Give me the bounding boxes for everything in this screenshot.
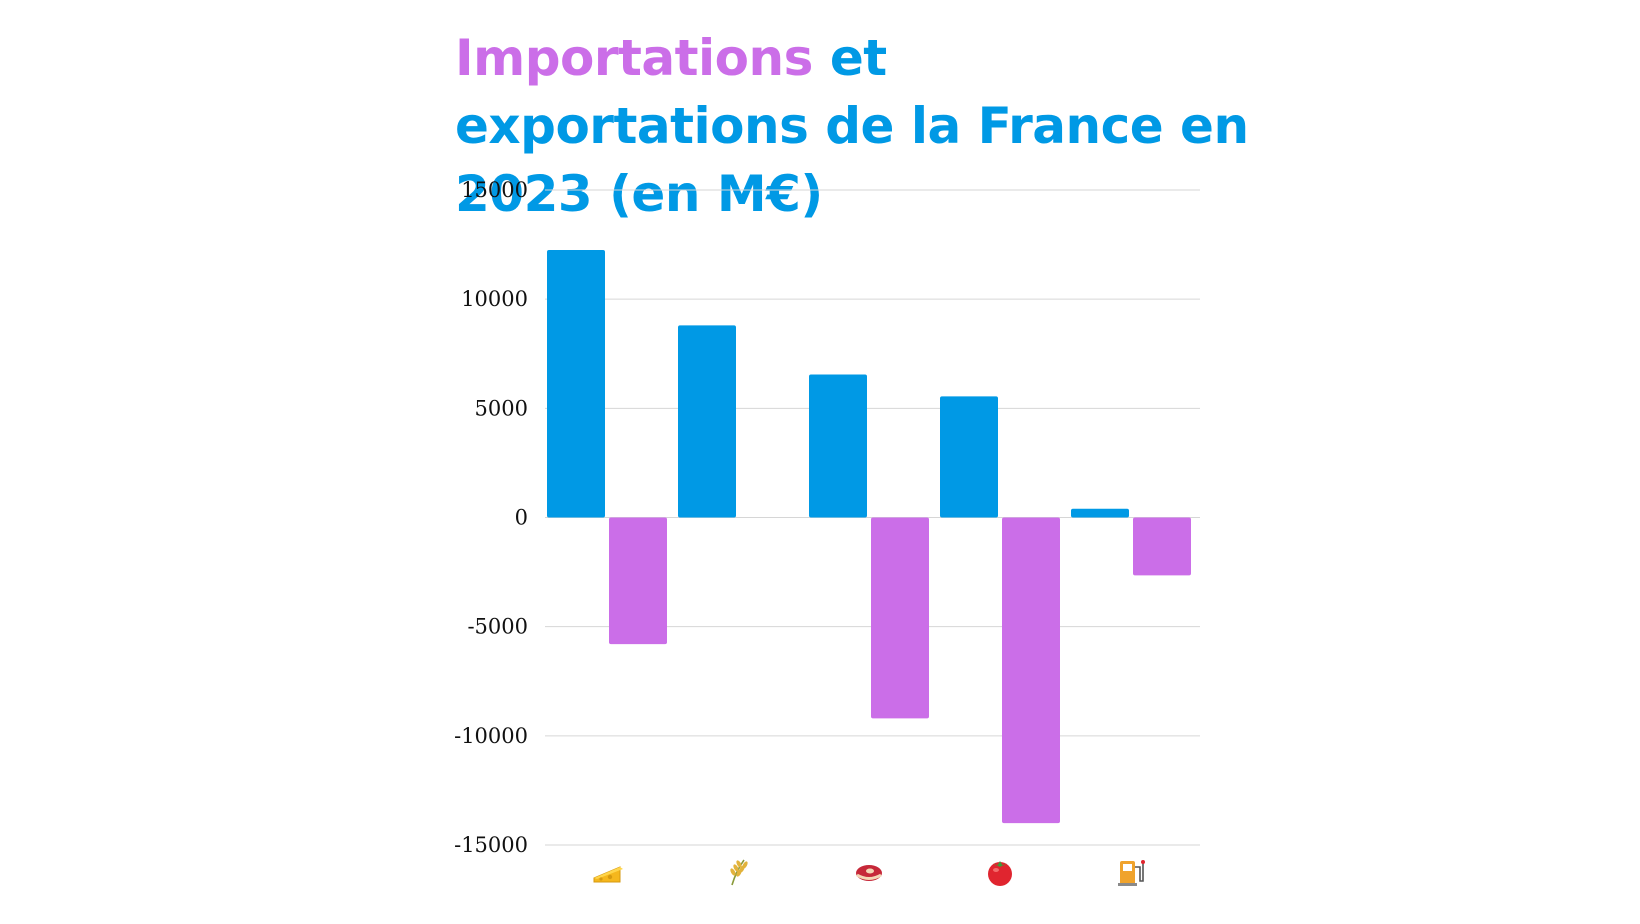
y-axis-tick-labels: 15000 10000 5000 0 -5000 -10000 -15000: [454, 178, 528, 857]
bar-imports-meat: [871, 517, 929, 719]
bar-exports-meat: [809, 374, 867, 518]
y-tick-label: -15000: [454, 833, 528, 857]
bar-imports-tomato: [1002, 517, 1060, 824]
y-tick-label: -10000: [454, 724, 528, 748]
chart-title: Importations et exportations de la Franc…: [455, 24, 1255, 228]
y-tick-label: -5000: [467, 615, 528, 639]
y-tick-label: 10000: [461, 287, 528, 311]
bar-exports-wheat: [678, 325, 736, 518]
y-tick-label: 15000: [461, 178, 528, 202]
bar-exports-tomato: [940, 396, 998, 518]
wheat-icon: [730, 859, 748, 886]
title-imports-word: Importations: [455, 29, 813, 87]
bar-imports-fuel-pump: [1133, 517, 1191, 576]
category-icons: [593, 859, 1145, 886]
cheese-icon: [593, 866, 623, 883]
tomato-icon: [988, 861, 1012, 886]
bar-imports-cheese: [609, 517, 667, 645]
y-tick-label: 0: [515, 506, 528, 530]
y-tick-label: 5000: [475, 396, 528, 420]
fuel-pump-icon: [1118, 860, 1145, 886]
title-rest: et exportations de la France en 2023 (en…: [455, 29, 1249, 223]
bar-exports-cheese: [547, 250, 605, 518]
bar-exports-fuel-pump: [1071, 508, 1129, 518]
bars: [547, 250, 1191, 824]
meat-icon: [856, 865, 882, 881]
